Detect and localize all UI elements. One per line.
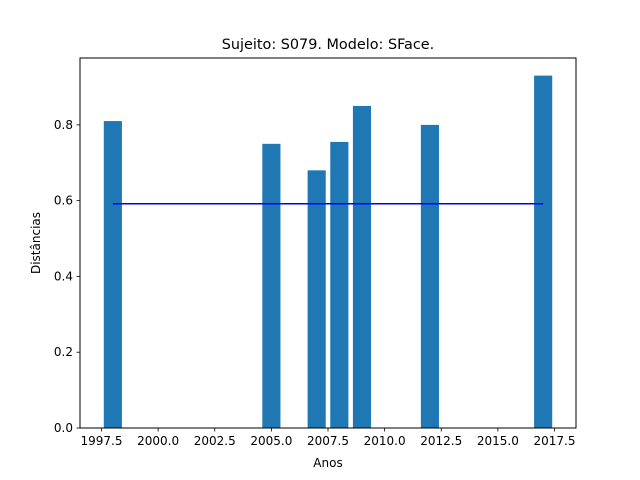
x-tick-label: 2012.5 bbox=[420, 434, 462, 448]
x-tick-label: 2000.0 bbox=[137, 434, 179, 448]
y-tick-label: 0.2 bbox=[54, 345, 73, 359]
y-tick-label: 0.6 bbox=[54, 194, 73, 208]
bar-2005 bbox=[262, 143, 281, 428]
x-tick-label: 2005.0 bbox=[250, 434, 292, 448]
bar-2008 bbox=[330, 141, 349, 428]
x-tick-label: 2015.0 bbox=[477, 434, 519, 448]
plot-frame bbox=[79, 57, 577, 429]
x-tick-label: 2002.5 bbox=[194, 434, 236, 448]
x-tick-label: 2007.5 bbox=[307, 434, 349, 448]
bar-2007 bbox=[307, 170, 326, 429]
y-ticks-group: 0.0 0.2 0.4 0.6 0.8 bbox=[54, 118, 80, 435]
bar-2012 bbox=[420, 124, 439, 429]
bar-2009 bbox=[352, 105, 372, 428]
y-tick-label: 0.8 bbox=[54, 118, 73, 132]
x-axis-label: Anos bbox=[313, 456, 342, 470]
x-tick-label: 2017.5 bbox=[533, 434, 575, 448]
bar-2017 bbox=[534, 75, 553, 428]
chart-title: Sujeito: S079. Modelo: SFace. bbox=[222, 37, 434, 53]
bar-1998 bbox=[103, 121, 122, 428]
y-axis-label: Distâncias bbox=[29, 212, 43, 274]
x-ticks-group: 1997.5 2000.0 2002.5 2005.0 2007.5 2010.0 2012… bbox=[81, 428, 575, 448]
x-tick-label: 1997.5 bbox=[81, 434, 123, 448]
x-tick-label: 2010.0 bbox=[364, 434, 406, 448]
y-tick-label: 0.0 bbox=[54, 421, 73, 435]
bars-group bbox=[103, 75, 553, 429]
y-tick-label: 0.4 bbox=[54, 269, 73, 283]
